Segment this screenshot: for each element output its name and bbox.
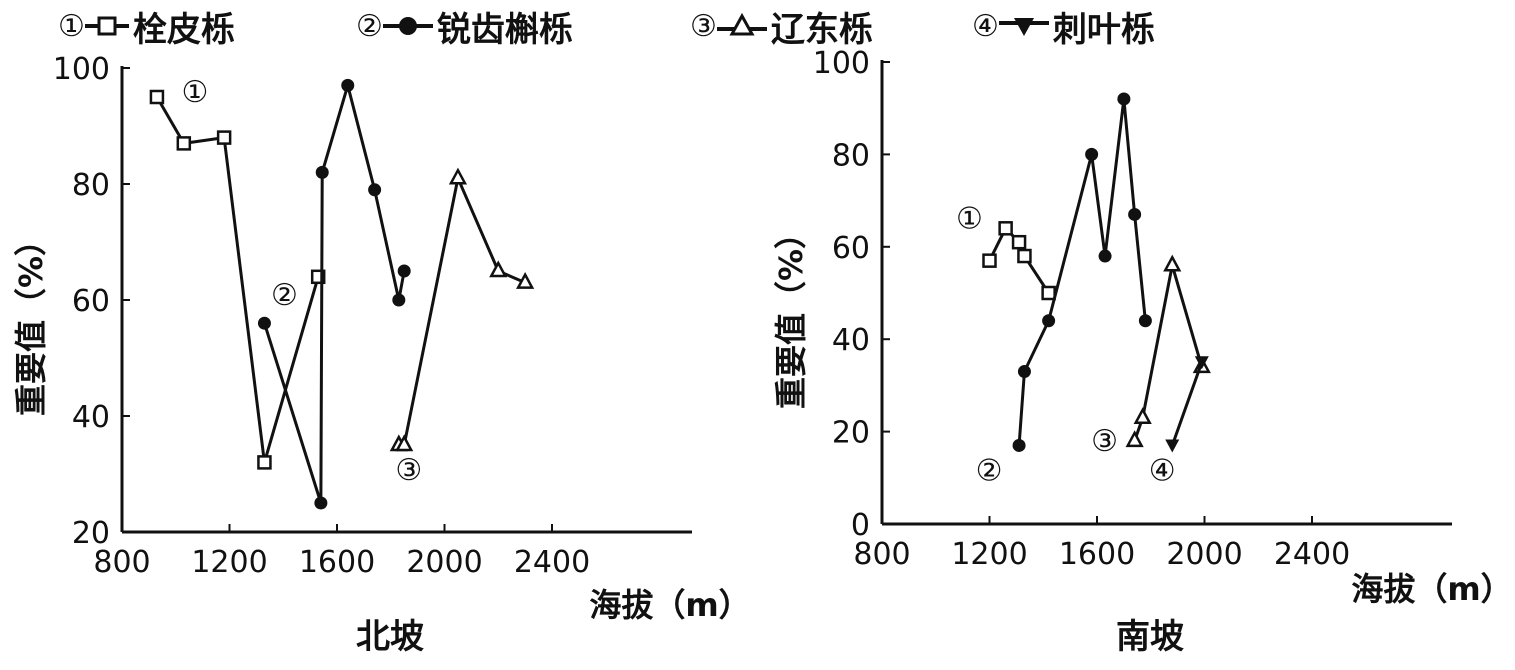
legend-label: 锐齿槲栎 [436, 9, 573, 50]
data-point [1098, 249, 1112, 263]
series-line [1170, 361, 1204, 446]
y-tick-label: 80 [72, 168, 110, 203]
x-tick-label: 1200 [191, 545, 267, 580]
x-axis-label: 海拔（m） [1351, 570, 1512, 608]
data-point [1165, 439, 1180, 453]
data-point [315, 165, 329, 179]
y-axis-label: 重要值（%） [12, 224, 50, 416]
data-point [516, 271, 535, 289]
data-point [257, 455, 272, 470]
data-point [314, 496, 328, 510]
legend-label: 刺叶栎 [1052, 9, 1155, 50]
y-tick-label: 60 [832, 231, 870, 266]
data-point [1138, 314, 1152, 328]
data-point [1042, 314, 1056, 328]
data-point [149, 89, 165, 105]
series-number-label: ③ [395, 453, 422, 488]
series-number-label: ① [956, 202, 983, 237]
data-point [1012, 438, 1026, 452]
data-point [176, 136, 192, 151]
x-tick-label: 2400 [514, 545, 590, 580]
data-point [392, 293, 406, 307]
x-tick-label: 800 [93, 545, 150, 580]
data-point [1011, 234, 1027, 250]
x-tick-label: 2000 [1166, 537, 1242, 572]
series-number-label: ① [181, 75, 208, 110]
data-point [1125, 430, 1144, 448]
chart-north-slope: 800 1200 1600 2000 2400 20 40 60 80 100 重要值（%） 海拔（m… [12, 52, 751, 657]
series-square-open: ① [956, 202, 1056, 301]
data-point [448, 167, 468, 185]
series-triangle-open: ③ [389, 167, 535, 488]
data-point [216, 130, 232, 145]
y-tick-label: 60 [72, 284, 110, 319]
data-point [1163, 254, 1182, 272]
series-number-label: ④ [1149, 453, 1176, 488]
x-tick-label: 1600 [1059, 537, 1135, 572]
x-tick-label: 2000 [406, 545, 482, 580]
legend-number: ① [58, 8, 85, 44]
series-number-label: ② [271, 278, 298, 313]
series-circle-filled: ② [257, 78, 411, 510]
legend-item-quercus-wutaishanica: ③ 辽东栎 [690, 4, 873, 50]
data-point [341, 78, 355, 92]
data-point [397, 264, 411, 278]
data-point [1085, 147, 1099, 161]
x-tick-label: 2400 [1274, 537, 1350, 572]
chart-title: 南坡 [1116, 617, 1184, 657]
x-axis-label: 海拔（m） [589, 586, 750, 624]
y-tick-label: 0 [851, 508, 870, 543]
data-point [1117, 92, 1131, 106]
x-tick-label: 1600 [299, 545, 375, 580]
series-number-label: ② [976, 453, 1003, 488]
triangle-down-filled-marker-icon [998, 18, 1049, 36]
y-tick-label: 100 [53, 52, 110, 87]
y-tick-label: 40 [72, 400, 110, 435]
legend-item-quercus-aliena: ② 锐齿槲栎 [356, 4, 573, 50]
y-tick-label: 80 [832, 138, 870, 173]
data-point [998, 221, 1013, 236]
y-tick-label: 20 [832, 416, 870, 451]
legend-item-quercus-spinosa: ④ 刺叶栎 [972, 4, 1155, 50]
data-point [1041, 285, 1056, 301]
legend-item-quercus-variabilis: ① 栓皮栎 [58, 4, 235, 50]
chart-south-slope: 800 1200 1600 2000 2400 0 20 40 60 80 100 重要值（%） 海拔（… [772, 46, 1513, 657]
square-open-marker-icon [84, 16, 129, 36]
legend: ① 栓皮栎 ② 锐齿槲栎 ③ 辽东栎 ④ 刺叶栎 [0, 0, 1515, 56]
series-line [1017, 97, 1147, 446]
series-square-open: ① [149, 75, 326, 470]
series-line [398, 176, 526, 447]
data-point [982, 253, 997, 268]
y-tick-label: 20 [72, 516, 110, 551]
y-axis-label: 重要值（%） [772, 217, 810, 409]
y-tick-label: 40 [832, 323, 870, 358]
legend-number: ④ [972, 8, 999, 44]
series-number-label: ③ [1091, 424, 1118, 459]
circle-filled-marker-icon [382, 17, 433, 35]
data-point [1017, 248, 1032, 264]
chart-title: 北坡 [356, 617, 424, 657]
series-circle-filled: ② [976, 92, 1152, 488]
data-point [489, 260, 508, 278]
y-tick-label: 100 [813, 46, 870, 81]
legend-label: 栓皮栎 [132, 9, 235, 50]
series-triangle-down-filled: ④ [1149, 356, 1209, 488]
data-point [368, 183, 382, 197]
x-tick-label: 1200 [951, 537, 1027, 572]
triangle-open-marker-icon [716, 12, 767, 36]
legend-label: 辽东栎 [770, 9, 873, 50]
series-line [1133, 263, 1204, 442]
series-triangle-open: ③ [1091, 254, 1211, 459]
legend-number: ② [356, 8, 383, 44]
data-point [1017, 365, 1031, 379]
data-point [1133, 407, 1152, 424]
data-point [395, 434, 414, 452]
legend-number: ③ [690, 8, 717, 44]
x-tick-label: 800 [853, 537, 910, 572]
data-point [257, 316, 271, 330]
data-point [1128, 207, 1142, 221]
data-point [1194, 356, 1209, 370]
